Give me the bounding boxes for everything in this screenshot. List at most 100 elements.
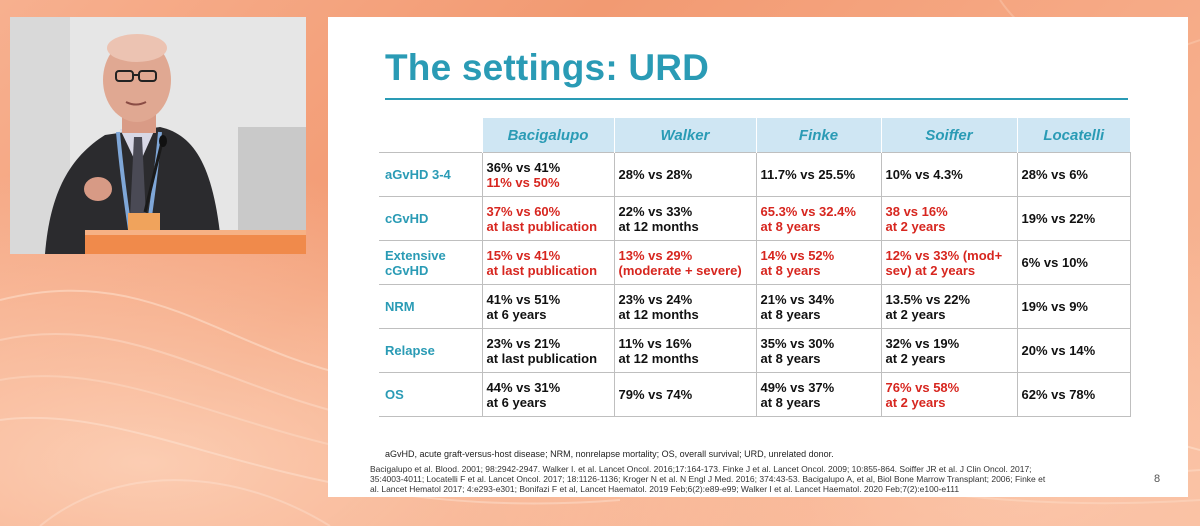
- table-cell: 12% vs 33% (mod+ sev) at 2 years: [880, 240, 1018, 285]
- table-header-row: Bacigalupo Walker Finke Soiffer Locatell…: [379, 118, 1130, 153]
- cell-value: 32% vs 19%: [885, 335, 960, 351]
- highlighted-value: at 2 years: [885, 394, 946, 410]
- table-cell: 65.3% vs 32.4% at 8 years: [755, 196, 882, 241]
- column-header: Soiffer: [880, 118, 1017, 153]
- cell-value: at 8 years: [760, 306, 821, 322]
- results-table: Bacigalupo Walker Finke Soiffer Locatell…: [379, 118, 1131, 417]
- cell-value: at 12 months: [618, 218, 699, 234]
- highlighted-value: at 8 years: [760, 262, 821, 278]
- slide-title: The settings: URD: [385, 47, 710, 88]
- table-cell: 11% vs 16% at 12 months: [613, 328, 757, 373]
- cell-value: at 12 months: [618, 306, 699, 322]
- table-cell: 32% vs 19% at 2 years: [880, 328, 1018, 373]
- table-cell: 62% vs 78%: [1016, 372, 1131, 417]
- table-cell: 20% vs 14%: [1016, 328, 1131, 373]
- highlighted-value: 65.3% vs 32.4%: [760, 203, 856, 219]
- table-row: aGvHD 3-4 36% vs 41% 11% vs 50% 28% vs 28% 1…: [379, 152, 1131, 197]
- highlighted-value: 11% vs 50%: [486, 174, 560, 190]
- highlighted-value: 12% vs 33% (mod+: [885, 247, 1003, 263]
- cell-value: at 2 years: [885, 350, 946, 366]
- cell-value: 28% vs 28%: [618, 167, 693, 182]
- table-cell: 6% vs 10%: [1016, 240, 1131, 285]
- cell-value: 22% vs 33%: [618, 203, 693, 219]
- highlighted-value: 76% vs 58%: [885, 379, 960, 395]
- table-body: aGvHD 3-4 36% vs 41% 11% vs 50% 28% vs 28% 1…: [379, 152, 1131, 417]
- table-cell: 49% vs 37% at 8 years: [755, 372, 882, 417]
- row-label-text: Extensive: [385, 247, 446, 263]
- row-label: OS: [379, 372, 483, 417]
- speaker-video-icon: [10, 17, 306, 254]
- cell-value: 20% vs 14%: [1021, 343, 1096, 358]
- cell-value: 21% vs 34%: [760, 291, 835, 307]
- highlighted-value: sev) at 2 years: [885, 262, 976, 278]
- table-cell: 35% vs 30% at 8 years: [755, 328, 882, 373]
- reference-line: Bacigalupo et al. Blood. 2001; 98:2942-2…: [370, 464, 1032, 474]
- speaker-video: [10, 17, 306, 254]
- table-cell: 22% vs 33% at 12 months: [613, 196, 757, 241]
- highlighted-value: at last publication: [486, 218, 598, 234]
- table-row: Extensive cGvHD 15% vs 41% at last publicat…: [379, 240, 1131, 285]
- table-cell: 37% vs 60% at last publication: [481, 196, 615, 241]
- cell-value: at 8 years: [760, 350, 821, 366]
- reference-line: 35:4003-4011; Locatelli F et al. Lancet …: [370, 474, 1046, 484]
- highlighted-value: 38 vs 16%: [885, 203, 948, 219]
- column-header: Walker: [613, 118, 756, 153]
- cell-value: at last publication: [486, 350, 598, 366]
- cell-value: at 6 years: [486, 394, 547, 410]
- row-label-text: NRM: [385, 299, 415, 314]
- cell-value: at 8 years: [760, 394, 821, 410]
- table-cell: 28% vs 6%: [1016, 152, 1131, 197]
- table-cell: 38 vs 16% at 2 years: [880, 196, 1018, 241]
- title-divider: [385, 98, 1128, 100]
- cell-value: 6% vs 10%: [1021, 255, 1089, 270]
- table-cell: 76% vs 58% at 2 years: [880, 372, 1018, 417]
- cell-value: 19% vs 9%: [1021, 299, 1089, 314]
- cell-value: 44% vs 31%: [486, 379, 561, 395]
- table-cell: 10% vs 4.3%: [880, 152, 1018, 197]
- highlighted-value: 14% vs 52%: [760, 247, 835, 263]
- cell-value: 41% vs 51%: [486, 291, 561, 307]
- references-footnote: Bacigalupo et al. Blood. 2001; 98:2942-2…: [370, 464, 1154, 494]
- table-cell: 44% vs 31% at 6 years: [481, 372, 615, 417]
- row-label-text: cGvHD: [385, 262, 429, 278]
- row-label-text: aGvHD 3-4: [385, 167, 451, 182]
- table-row: NRM 41% vs 51% at 6 years 23% vs 24% at 12 m…: [379, 284, 1131, 329]
- highlighted-value: 37% vs 60%: [486, 203, 561, 219]
- table-cell: 21% vs 34% at 8 years: [755, 284, 882, 329]
- table-cell: 14% vs 52% at 8 years: [755, 240, 882, 285]
- slide-page-number: 8: [1154, 473, 1161, 485]
- header-corner: [379, 118, 482, 153]
- cell-value: at 12 months: [618, 350, 699, 366]
- row-label: Extensive cGvHD: [379, 240, 483, 285]
- cell-value: at 2 years: [885, 306, 946, 322]
- presentation-slide: The settings: URD Bacigalupo Walker Fink…: [328, 17, 1188, 497]
- table-cell: 15% vs 41% at last publication: [481, 240, 615, 285]
- column-header: Locatelli: [1016, 118, 1130, 153]
- highlighted-value: 13% vs 29%: [618, 247, 693, 263]
- cell-value: 10% vs 4.3%: [885, 167, 963, 182]
- highlighted-value: at 8 years: [760, 218, 821, 234]
- cell-value: at 6 years: [486, 306, 547, 322]
- column-header: Bacigalupo: [481, 118, 614, 153]
- highlighted-value: at last publication: [486, 262, 598, 278]
- cell-value: 23% vs 21%: [486, 335, 561, 351]
- table-cell: 41% vs 51% at 6 years: [481, 284, 615, 329]
- cell-value: 49% vs 37%: [760, 379, 835, 395]
- highlighted-value: (moderate + severe): [618, 262, 742, 278]
- cell-value: 19% vs 22%: [1021, 211, 1096, 226]
- table-row: OS 44% vs 31% at 6 years 79% vs 74% 49% vs 3…: [379, 372, 1131, 417]
- column-header: Finke: [755, 118, 881, 153]
- table-cell: 36% vs 41% 11% vs 50%: [481, 152, 615, 197]
- table-cell: 19% vs 9%: [1016, 284, 1131, 329]
- cell-value: 23% vs 24%: [618, 291, 693, 307]
- cell-value: 11.7% vs 25.5%: [760, 167, 856, 182]
- row-label: NRM: [379, 284, 483, 329]
- cell-value: 11% vs 16%: [618, 335, 692, 351]
- row-label: aGvHD 3-4: [379, 152, 483, 197]
- table-cell: 23% vs 24% at 12 months: [613, 284, 757, 329]
- highlighted-value: at 2 years: [885, 218, 946, 234]
- row-label: Relapse: [379, 328, 483, 373]
- cell-value: 35% vs 30%: [760, 335, 835, 351]
- table-row: cGvHD 37% vs 60% at last publication 22% vs…: [379, 196, 1131, 241]
- row-label-text: cGvHD: [385, 211, 429, 226]
